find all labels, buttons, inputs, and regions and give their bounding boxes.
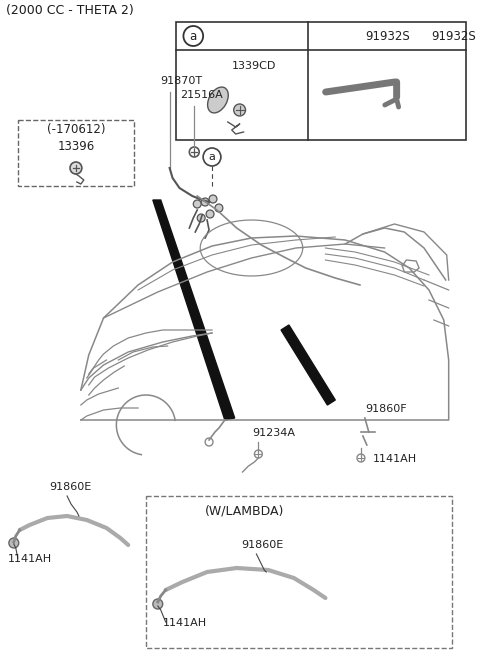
- Circle shape: [189, 147, 199, 157]
- Circle shape: [9, 538, 19, 548]
- Circle shape: [215, 204, 223, 212]
- Text: 1141AH: 1141AH: [163, 618, 207, 628]
- Text: 21516A: 21516A: [180, 90, 223, 100]
- Circle shape: [206, 210, 214, 218]
- Circle shape: [234, 104, 246, 116]
- Text: (-170612)
13396: (-170612) 13396: [47, 123, 105, 154]
- Text: 91870T: 91870T: [160, 76, 202, 86]
- Text: 1141AH: 1141AH: [8, 554, 52, 564]
- Text: 1141AH: 1141AH: [373, 454, 417, 464]
- Ellipse shape: [208, 87, 228, 113]
- Text: 91860E: 91860E: [241, 540, 284, 550]
- Text: (W/LAMBDA): (W/LAMBDA): [205, 504, 284, 517]
- Circle shape: [209, 195, 217, 203]
- Polygon shape: [281, 325, 336, 405]
- Bar: [146, 496, 452, 648]
- Circle shape: [153, 599, 163, 609]
- Text: 91932S: 91932S: [365, 30, 409, 43]
- Circle shape: [193, 200, 201, 208]
- Text: a: a: [209, 152, 216, 162]
- Polygon shape: [153, 200, 235, 420]
- Text: 91932S: 91932S: [431, 30, 476, 43]
- Bar: [176, 22, 467, 140]
- Text: a: a: [190, 30, 197, 43]
- Circle shape: [201, 198, 209, 206]
- Text: 91860E: 91860E: [49, 482, 92, 492]
- Text: 1339CD: 1339CD: [232, 61, 276, 71]
- Circle shape: [70, 162, 82, 174]
- Text: 91860F: 91860F: [365, 404, 407, 414]
- Circle shape: [197, 214, 205, 222]
- Text: (2000 CC - THETA 2): (2000 CC - THETA 2): [6, 4, 133, 17]
- Bar: [18, 120, 134, 186]
- Text: 91234A: 91234A: [252, 428, 296, 438]
